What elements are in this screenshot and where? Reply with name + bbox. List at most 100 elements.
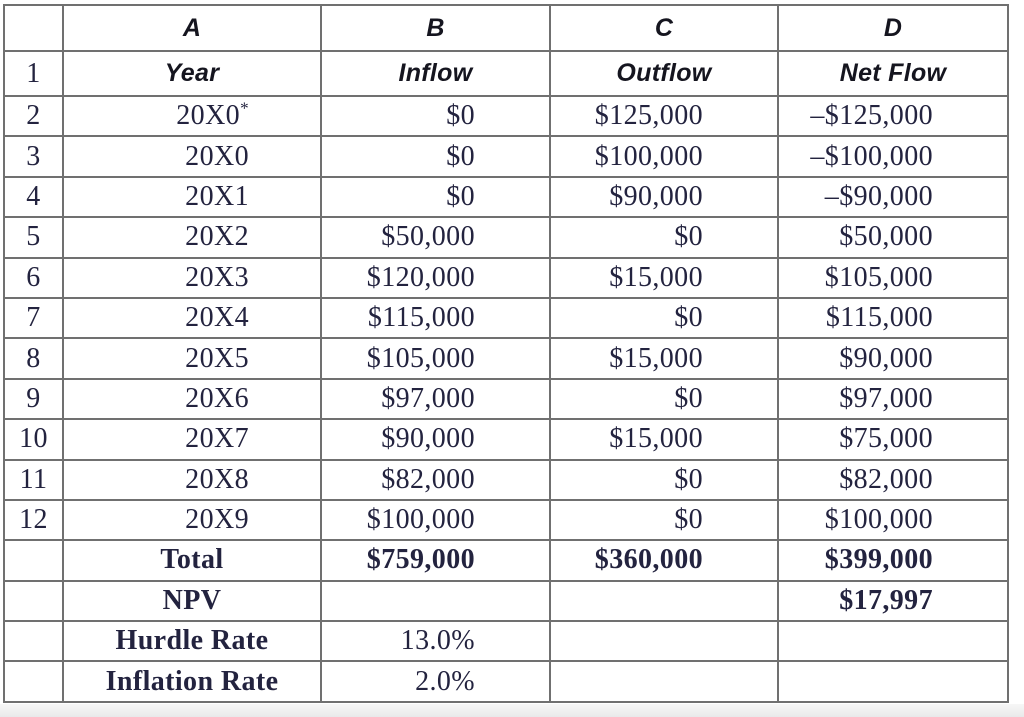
table-row: 11 20X8 $82,000 $0 $82,000 [3,458,1009,501]
year-value: 20X6 [185,382,249,414]
table-row: 12 20X9 $100,000 $0 $100,000 [3,498,1009,542]
inflow-cell: $50,000 [320,216,551,259]
netflow-value: $100,000 [824,504,933,536]
netflow-cell: $105,000 [777,256,1009,299]
summary-row: NPV $17,997 [3,579,1009,623]
row-number-cell: 6 [3,256,64,299]
inflow-cell: 13.0% [320,620,551,663]
netflow-value: –$125,000 [810,100,933,132]
summary-label: Inflation Rate [105,665,279,697]
row-number: 8 [26,342,41,374]
inflow-value: $120,000 [366,261,475,293]
row-number-cell: 8 [3,337,64,380]
inflow-value: $0 [446,140,475,172]
row-number-cell [3,579,64,623]
inflow-value: 13.0% [400,625,475,657]
netflow-cell: $50,000 [777,216,1009,259]
inflow-cell: $115,000 [320,296,551,340]
row-number-cell: 3 [3,135,64,178]
inflow-value: $90,000 [381,423,475,455]
inflow-cell: $82,000 [320,458,551,501]
table-row: 3 20X0 $0 $100,000 –$100,000 [3,135,1009,178]
inflow-value: $97,000 [381,382,475,414]
row-number-cell: 9 [3,377,64,421]
inflow-cell: $100,000 [320,498,551,542]
inflow-cell: $759,000 [320,539,551,582]
year-cell: 20X4 [62,296,322,340]
row-number: 6 [26,261,41,293]
row-number-cell: 7 [3,296,64,340]
row-number: 5 [26,221,41,253]
row-number-cell [3,539,64,582]
netflow-value: $17,997 [839,584,933,616]
year-value: 20X8 [185,463,249,495]
year-cell: 20X1 [62,175,322,219]
netflow-value: $90,000 [839,342,933,374]
year-value: 20X1 [185,180,249,212]
outflow-value: $100,000 [594,140,703,172]
year-footnote-marker: * [240,98,249,118]
netflow-value: $50,000 [839,221,933,253]
inflow-value: $115,000 [367,302,475,334]
netflow-value: $75,000 [839,423,933,455]
year-value: 20X7 [185,423,249,455]
field-header-row: 1 Year Inflow Outflow Net Flow [3,50,1009,97]
inflow-value: $0 [446,180,475,212]
year-value: 20X4 [185,302,249,334]
row-number: 9 [26,382,41,414]
year-cell: 20X0* [62,94,322,138]
table-row: 4 20X1 $0 $90,000 –$90,000 [3,175,1009,219]
inflow-cell: $97,000 [320,377,551,421]
inflow-value: $0 [446,100,475,132]
cash-flow-spreadsheet: A B C D 1 Year Inflow Outflow Net Flow 2… [3,4,1009,703]
outflow-cell: $90,000 [549,175,779,219]
netflow-cell: $97,000 [777,377,1009,421]
row-number: 3 [26,140,41,172]
outflow-value: $15,000 [609,261,703,293]
table-body: A B C D 1 Year Inflow Outflow Net Flow 2… [3,4,1009,703]
netflow-cell: –$90,000 [777,175,1009,219]
outflow-cell: $15,000 [549,418,779,461]
outflow-cell: $0 [549,296,779,340]
row-number-cell [3,660,64,703]
column-letter-c: C [549,4,779,52]
summary-label: Total [160,544,224,576]
cash-flow-table: A B C D 1 Year Inflow Outflow Net Flow 2… [3,4,1009,703]
outflow-value: $360,000 [594,544,703,576]
netflow-cell [777,620,1009,663]
outflow-value: $15,000 [609,423,703,455]
year-cell: 20X7 [62,418,322,461]
inflow-value: $50,000 [381,221,475,253]
inflow-value: $759,000 [366,544,475,576]
outflow-value: $15,000 [609,342,703,374]
inflow-cell: $90,000 [320,418,551,461]
outflow-cell: $100,000 [549,135,779,178]
year-cell: 20X3 [62,256,322,299]
inflow-value: $100,000 [366,504,475,536]
outflow-value: $0 [674,302,703,334]
year-cell: 20X0 [62,135,322,178]
outflow-cell: $0 [549,216,779,259]
row-number-cell: 4 [3,175,64,219]
outflow-cell [549,620,779,663]
column-letter-d: D [777,4,1009,52]
column-letter-a: A [62,4,322,52]
outflow-value: $0 [674,504,703,536]
row-number-cell [3,620,64,663]
summary-row: Inflation Rate 2.0% [3,660,1009,703]
corner-cell [3,4,64,52]
inflow-cell: $0 [320,175,551,219]
row-number-cell: 11 [3,458,64,501]
netflow-value: $82,000 [839,463,933,495]
outflow-cell: $15,000 [549,337,779,380]
table-row: 9 20X6 $97,000 $0 $97,000 [3,377,1009,421]
outflow-value: $0 [674,221,703,253]
netflow-cell: $82,000 [777,458,1009,501]
inflow-cell: $120,000 [320,256,551,299]
outflow-value: $90,000 [609,180,703,212]
netflow-cell: $75,000 [777,418,1009,461]
netflow-cell [777,660,1009,703]
netflow-cell: $100,000 [777,498,1009,542]
summary-label: Hurdle Rate [115,625,269,657]
